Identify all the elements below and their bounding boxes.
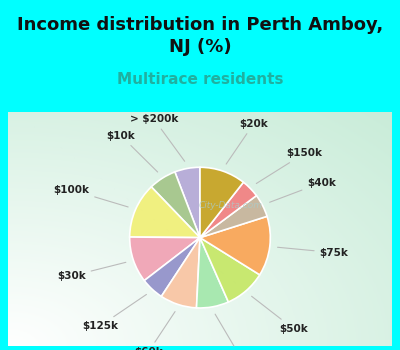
Text: $100k: $100k bbox=[53, 185, 128, 207]
Wedge shape bbox=[200, 238, 260, 302]
Wedge shape bbox=[200, 196, 267, 238]
Wedge shape bbox=[196, 238, 228, 308]
Wedge shape bbox=[144, 238, 200, 296]
Text: $75k: $75k bbox=[278, 247, 348, 258]
Text: $200k: $200k bbox=[215, 314, 258, 350]
Text: City-Data.com: City-Data.com bbox=[198, 201, 262, 210]
Text: $10k: $10k bbox=[107, 131, 158, 172]
Text: $125k: $125k bbox=[82, 294, 146, 331]
Wedge shape bbox=[200, 182, 256, 238]
Text: $60k: $60k bbox=[134, 312, 175, 350]
Wedge shape bbox=[175, 167, 200, 238]
Text: $40k: $40k bbox=[270, 177, 336, 202]
Wedge shape bbox=[130, 237, 200, 281]
Wedge shape bbox=[161, 238, 200, 308]
Text: Income distribution in Perth Amboy,
NJ (%): Income distribution in Perth Amboy, NJ (… bbox=[17, 16, 383, 56]
Wedge shape bbox=[151, 172, 200, 238]
Text: $150k: $150k bbox=[256, 148, 322, 183]
Text: $30k: $30k bbox=[57, 262, 126, 281]
Wedge shape bbox=[200, 167, 244, 238]
Wedge shape bbox=[200, 216, 270, 275]
Text: > $200k: > $200k bbox=[130, 114, 185, 161]
Text: $50k: $50k bbox=[252, 296, 308, 334]
Wedge shape bbox=[130, 187, 200, 238]
Text: Multirace residents: Multirace residents bbox=[117, 72, 283, 87]
Text: $20k: $20k bbox=[226, 119, 268, 164]
